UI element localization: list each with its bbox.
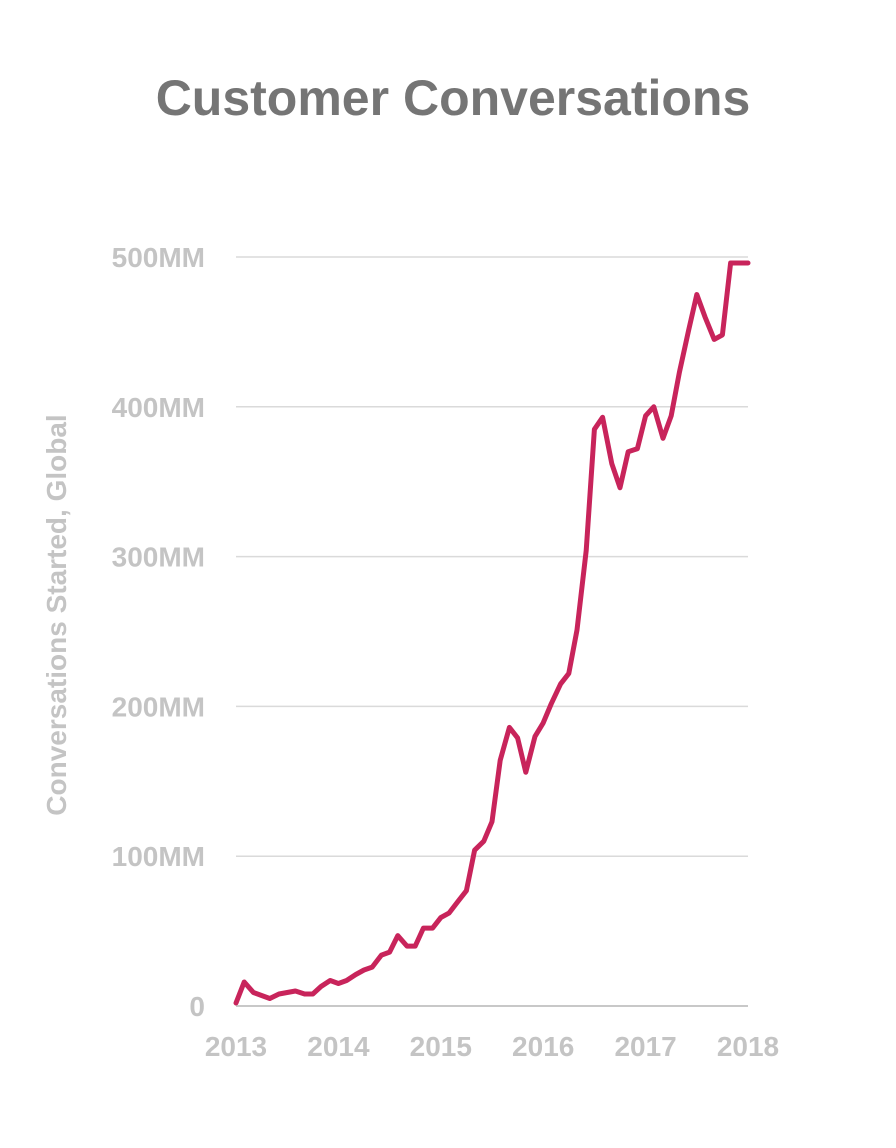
- x-tick-label: 2017: [614, 1031, 676, 1062]
- y-tick-label: 100MM: [112, 841, 205, 872]
- grid-lines: [236, 256, 748, 1007]
- y-tick-label: 0: [189, 991, 205, 1022]
- y-tick-label: 200MM: [112, 691, 205, 722]
- chart-title: Customer Conversations: [156, 70, 751, 126]
- x-tick-label: 2014: [307, 1031, 370, 1062]
- y-axis-label: Conversations Started, Global: [41, 414, 72, 815]
- y-tick-label: 500MM: [112, 242, 205, 273]
- y-tick-labels: 0 100MM 200MM 300MM 400MM 500MM: [112, 242, 205, 1022]
- x-tick-label: 2013: [205, 1031, 267, 1062]
- x-tick-label: 2018: [717, 1031, 779, 1062]
- series-line: [233, 260, 751, 1006]
- x-tick-labels: 2013 2014 2015 2016 2017 2018: [205, 1031, 779, 1062]
- x-tick-label: 2016: [512, 1031, 574, 1062]
- x-tick-label: 2015: [410, 1031, 472, 1062]
- series-layer: [233, 260, 751, 1006]
- y-tick-label: 400MM: [112, 392, 205, 423]
- y-tick-label: 300MM: [112, 542, 205, 573]
